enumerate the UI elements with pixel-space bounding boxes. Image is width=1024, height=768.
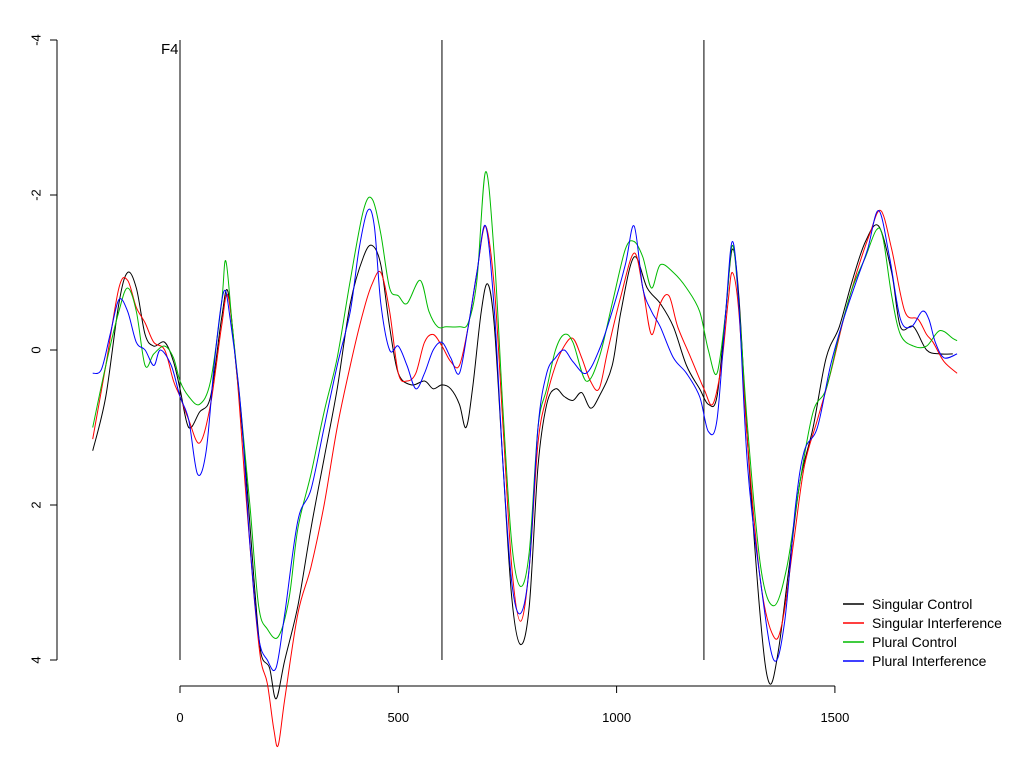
legend-label-plural-interference: Plural Interference [872, 653, 987, 669]
x-tick-label: 0 [176, 710, 183, 725]
y-tick-label: -2 [29, 189, 44, 201]
chart-title-electrode-label: F4 [161, 41, 179, 58]
y-tick-label: 2 [29, 501, 44, 508]
axes: -4 -2 0 2 4 0 500 1000 1500 [29, 34, 850, 725]
y-tick-label: -4 [29, 34, 44, 46]
x-tick-label: 1000 [602, 710, 631, 725]
x-tick-label: 500 [387, 710, 409, 725]
legend-label-singular-interference: Singular Interference [872, 615, 1002, 631]
legend: Singular Control Singular Interference Plu… [843, 596, 1002, 669]
condition-onset-lines [179, 40, 705, 660]
series-line-plural-control [92, 171, 958, 639]
series-line-singular-control [92, 224, 953, 700]
series-lines [92, 171, 958, 748]
y-tick-label: 0 [29, 346, 44, 353]
y-tick-label: 4 [29, 656, 44, 663]
legend-label-singular-control: Singular Control [872, 596, 972, 612]
series-line-plural-interference [92, 208, 958, 672]
legend-label-plural-control: Plural Control [872, 634, 957, 650]
x-tick-label: 1500 [820, 710, 849, 725]
